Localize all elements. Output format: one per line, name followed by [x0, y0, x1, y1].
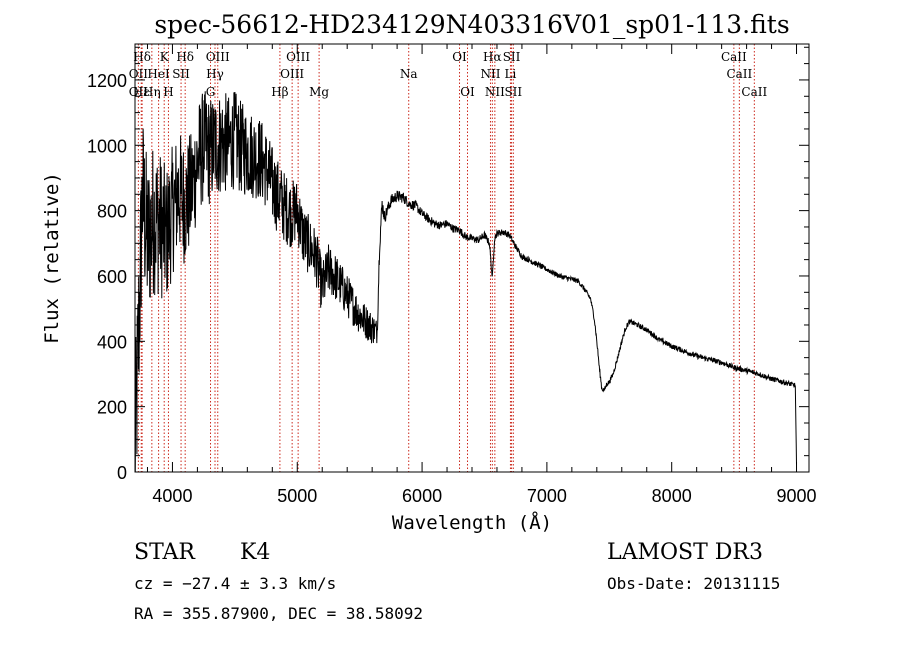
line-label: Hε — [133, 85, 150, 99]
spectrum-series-line — [134, 91, 797, 473]
x-tick-label: 4000 — [152, 486, 192, 506]
y-tick-label: 1200 — [87, 71, 127, 91]
y-tick-label: 200 — [97, 398, 127, 418]
redshift-cz: cz = −27.4 ± 3.3 km/s — [134, 574, 337, 593]
observation-date: Obs-Date: 20131115 — [607, 574, 781, 593]
line-label: SII — [504, 85, 522, 99]
line-label: OIII — [280, 67, 304, 81]
line-label: Mg — [309, 85, 329, 99]
line-label: HeI — [147, 67, 170, 81]
y-axis-label: Flux (relative) — [41, 172, 63, 344]
subclass: K4 — [240, 540, 271, 565]
x-tick-label: 9000 — [776, 486, 816, 506]
line-label: H — [163, 85, 173, 99]
line-label: OIII — [206, 50, 230, 64]
line-label: Li — [505, 67, 517, 81]
object-class: STAR — [134, 540, 195, 565]
y-tick-label: 600 — [97, 267, 127, 287]
line-label: K — [160, 50, 170, 64]
x-tick-label: 8000 — [652, 486, 692, 506]
line-label: OII — [129, 85, 149, 99]
line-label: Hγ — [206, 67, 224, 81]
line-label: SII — [172, 67, 190, 81]
line-label: Hδ — [133, 50, 151, 64]
line-label: OI — [452, 50, 467, 64]
y-tick-label: 1000 — [87, 136, 127, 156]
x-axis-label: Wavelength (Å) — [392, 511, 552, 534]
line-label: NII — [485, 85, 505, 99]
line-label: Hδ — [176, 50, 194, 64]
line-label: OII — [129, 67, 149, 81]
x-tick-label: 5000 — [277, 486, 317, 506]
line-label: CaII — [726, 67, 752, 81]
line-label: OI — [460, 85, 475, 99]
survey-name: LAMOST DR3 — [607, 540, 763, 565]
y-tick-label: 800 — [97, 202, 127, 222]
spectral-line-markers — [137, 44, 755, 472]
y-tick-label: 400 — [97, 332, 127, 352]
line-label: CaII — [741, 85, 767, 99]
line-label: Hβ — [271, 85, 288, 99]
line-label: G — [206, 85, 216, 99]
line-label: Na — [400, 67, 418, 81]
y-axis-ticks: 0 200 400 600 800 1000 1200 — [87, 46, 809, 483]
line-label: NII — [480, 67, 500, 81]
chart-title: spec-56612-HD234129N403316V01_sp01-113.f… — [154, 10, 789, 39]
line-label: Hα — [483, 50, 502, 64]
line-label: CaII — [721, 50, 747, 64]
line-label: OIII — [286, 50, 310, 64]
x-tick-label: 7000 — [527, 486, 567, 506]
y-tick-label: 0 — [117, 463, 127, 483]
line-label: SII — [503, 50, 521, 64]
coordinates: RA = 355.87900, DEC = 38.58092 — [134, 604, 423, 623]
x-axis-ticks: 4000 5000 6000 7000 8000 9000 — [146, 44, 817, 506]
x-tick-label: 6000 — [402, 486, 442, 506]
line-label: Hη — [143, 85, 161, 99]
